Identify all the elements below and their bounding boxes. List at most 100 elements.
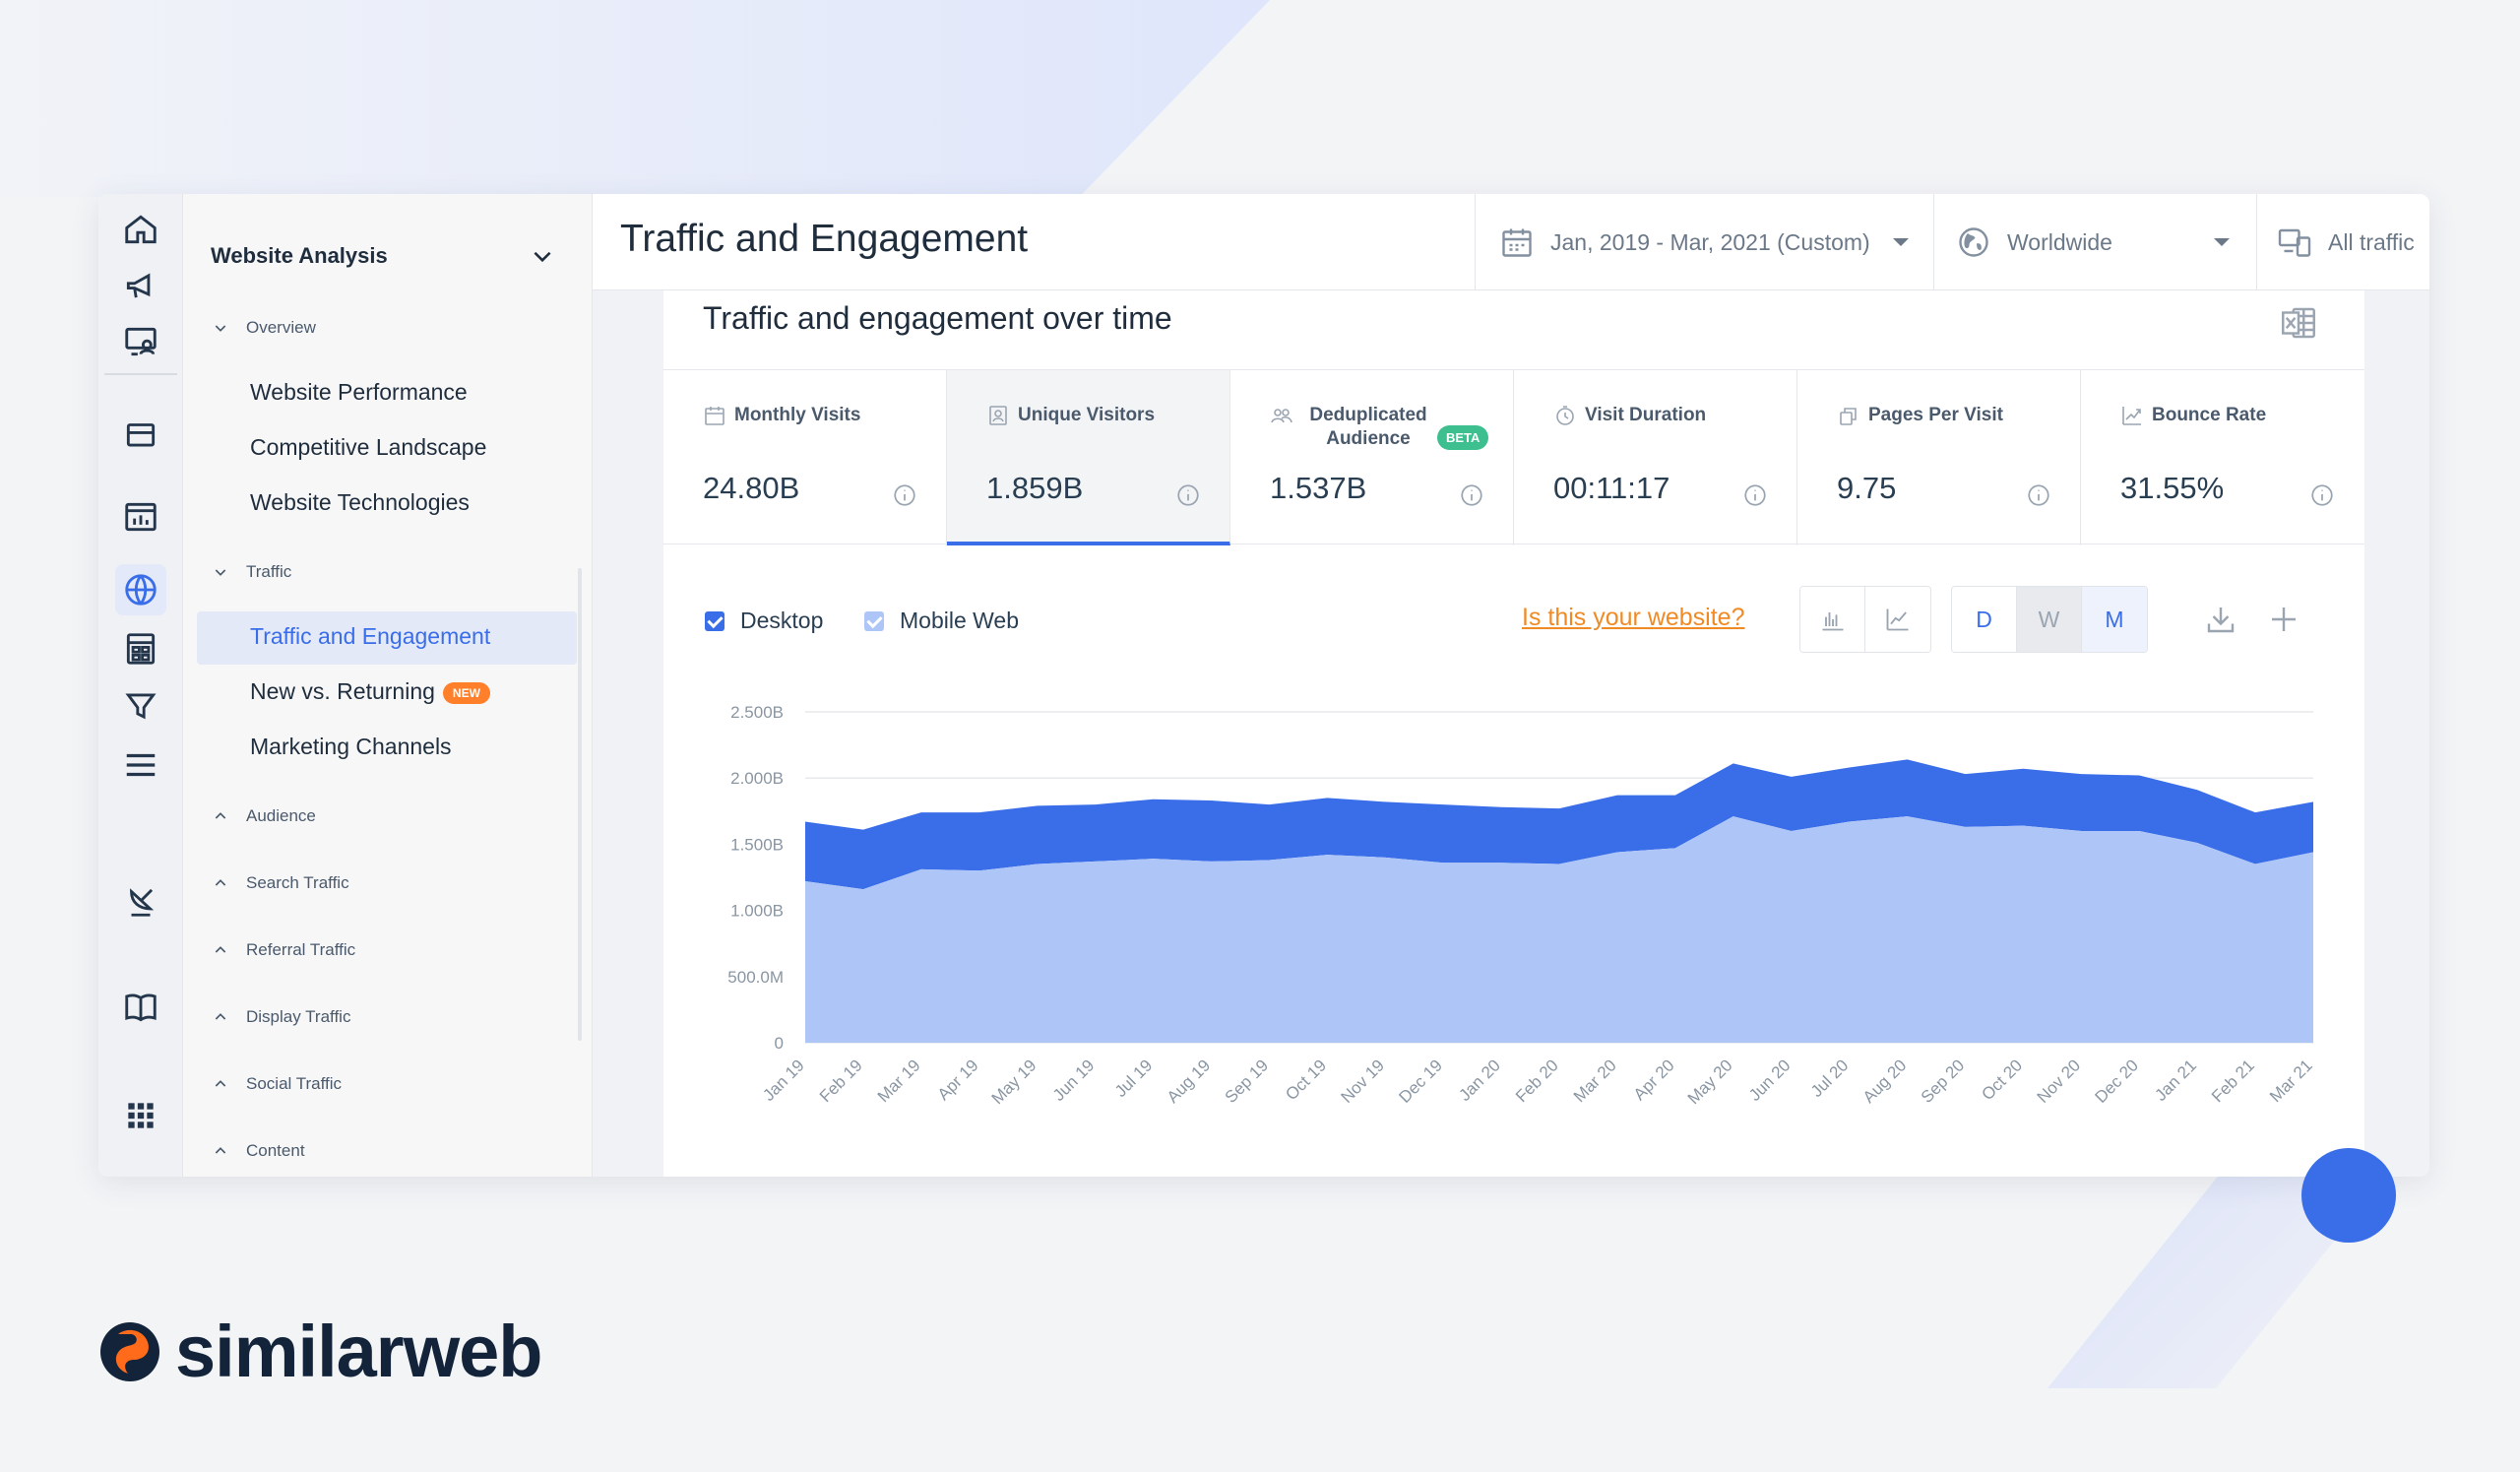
traffic-type-value: All traffic <box>2328 228 2415 255</box>
line-chart-icon <box>1886 608 1909 631</box>
x-tick-label: Feb 20 <box>1512 1056 1562 1106</box>
metric-unique-visitors[interactable]: Unique Visitors 1.859B <box>947 370 1230 545</box>
chevron-up-icon <box>215 946 226 953</box>
x-tick-label: Dec 19 <box>1395 1056 1446 1107</box>
section-search-traffic[interactable]: Search Traffic <box>213 873 349 893</box>
card-title: Traffic and engagement over time <box>703 300 1172 336</box>
sidebar-item-website-performance[interactable]: Website Performance <box>250 379 468 405</box>
bar-chart-button[interactable] <box>1800 587 1865 652</box>
section-content[interactable]: Content <box>213 1141 305 1161</box>
y-tick-label: 500.0M <box>727 968 784 987</box>
x-tick-label: Mar 19 <box>874 1056 924 1106</box>
unique-visitor-icon <box>989 406 1007 425</box>
sidebar-nav: Website Analysis Overview Website Perfor… <box>183 194 593 1177</box>
x-tick-label: Mar 21 <box>2266 1056 2316 1106</box>
satellite-dish-icon[interactable] <box>115 875 166 927</box>
chevron-down-icon[interactable] <box>530 243 555 269</box>
desktop-series-area <box>805 759 2313 890</box>
traffic-type-select[interactable]: All traffic <box>2256 194 2429 290</box>
page-title: Traffic and Engagement <box>620 218 1029 260</box>
metric-value: 31.55% <box>2120 471 2225 505</box>
is-this-your-website-link[interactable]: Is this your website? <box>1522 604 1745 631</box>
funnel-icon[interactable] <box>115 680 166 732</box>
line-chart-button[interactable] <box>1865 587 1930 652</box>
menu-icon[interactable] <box>115 739 166 791</box>
sidebar-title[interactable]: Website Analysis <box>211 243 388 268</box>
section-traffic[interactable]: Traffic <box>213 562 291 582</box>
chart-type-toggle <box>1799 586 1931 653</box>
y-tick-label: 1.000B <box>730 902 784 921</box>
sidebar-item-website-technologies[interactable]: Website Technologies <box>250 489 470 515</box>
info-icon[interactable] <box>2026 482 2051 508</box>
apps-grid-icon[interactable] <box>115 1090 166 1141</box>
metric-bounce-rate[interactable]: Bounce Rate 31.55% <box>2081 370 2364 545</box>
metric-label: Pages Per Visit <box>1868 405 2003 425</box>
new-badge: NEW <box>442 681 490 704</box>
inbox-icon[interactable] <box>115 409 166 460</box>
home-icon[interactable] <box>115 204 166 255</box>
section-label: Content <box>246 1141 305 1160</box>
chevron-up-icon <box>215 812 226 819</box>
grid-report-icon[interactable] <box>115 623 166 674</box>
section-label: Audience <box>246 806 316 825</box>
x-tick-label: Dec 20 <box>2092 1056 2143 1107</box>
x-tick-label: May 20 <box>1684 1056 1736 1108</box>
chat-fab-button[interactable] <box>2301 1148 2396 1243</box>
info-icon[interactable] <box>1175 482 1201 508</box>
x-tick-label: Feb 21 <box>2208 1056 2258 1106</box>
granularity-day-button[interactable]: D <box>1952 587 2017 652</box>
excel-export-icon[interactable] <box>2278 302 2319 344</box>
date-range-picker[interactable]: Jan, 2019 - Mar, 2021 (Custom) <box>1475 194 1933 290</box>
section-label: Referral Traffic <box>246 940 356 959</box>
metric-label: Monthly Visits <box>734 405 861 425</box>
section-display-traffic[interactable]: Display Traffic <box>213 1007 350 1027</box>
granularity-week-button[interactable]: W <box>2017 587 2082 652</box>
metric-visit-duration[interactable]: Visit Duration 00:11:17 <box>1514 370 1797 545</box>
sidebar-item-traffic-and-engagement[interactable]: Traffic and Engagement <box>250 623 491 649</box>
x-tick-label: Oct 19 <box>1282 1056 1330 1104</box>
sidebar-item-new-vs-returning[interactable]: New vs. Returning NEW <box>250 678 490 705</box>
megaphone-icon[interactable] <box>115 261 166 312</box>
metric-monthly-visits[interactable]: Monthly Visits 24.80B <box>663 370 947 545</box>
mobile-checkbox[interactable] <box>864 610 884 631</box>
book-icon[interactable] <box>115 982 166 1033</box>
x-tick-label: Apr 19 <box>934 1056 982 1104</box>
section-referral-traffic[interactable]: Referral Traffic <box>213 940 355 960</box>
legend-mobile-toggle[interactable]: Mobile Web <box>864 608 1019 634</box>
x-tick-label: Mar 20 <box>1570 1056 1620 1106</box>
metric-value: 24.80B <box>703 471 800 505</box>
monitor-user-icon[interactable] <box>115 316 166 367</box>
metric-pages-per-visit[interactable]: Pages Per Visit 9.75 <box>1797 370 2081 545</box>
section-overview[interactable]: Overview <box>213 318 316 338</box>
sidebar-item-competitive-landscape[interactable]: Competitive Landscape <box>250 434 487 460</box>
dashboard-icon[interactable] <box>115 491 166 543</box>
sidebar-scrollbar[interactable] <box>578 568 582 1041</box>
metric-value: 9.75 <box>1837 471 1897 505</box>
x-tick-label: Jul 19 <box>1111 1056 1157 1101</box>
metric-deduplicated-audience[interactable]: Deduplicated Audience 1.537B <box>1230 370 1514 545</box>
metric-label: Deduplicated Audience <box>1309 405 1427 449</box>
x-tick-label: Aug 20 <box>1859 1056 1911 1107</box>
download-icon[interactable] <box>2203 602 2238 637</box>
info-icon[interactable] <box>1459 482 1484 508</box>
legend-desktop-toggle[interactable]: Desktop <box>705 608 823 634</box>
section-audience[interactable]: Audience <box>213 806 316 826</box>
add-icon[interactable] <box>2266 602 2301 637</box>
sidebar-item-marketing-channels[interactable]: Marketing Channels <box>250 734 452 759</box>
chevron-up-icon <box>215 1013 226 1020</box>
section-label: Search Traffic <box>246 873 349 892</box>
info-icon[interactable] <box>892 482 917 508</box>
chevron-down-icon <box>215 569 226 576</box>
y-tick-label: 1.500B <box>730 835 784 854</box>
beta-badge: BETA <box>1437 425 1489 450</box>
info-icon[interactable] <box>1742 482 1768 508</box>
desktop-checkbox[interactable] <box>705 610 724 631</box>
x-tick-label: Feb 19 <box>816 1056 866 1106</box>
globe-icon[interactable] <box>115 564 166 615</box>
x-tick-label: Jun 20 <box>1745 1056 1795 1105</box>
info-icon[interactable] <box>2309 482 2335 508</box>
caret-down-icon <box>1893 238 1909 246</box>
section-social-traffic[interactable]: Social Traffic <box>213 1074 342 1094</box>
region-select[interactable]: Worldwide <box>1933 194 2256 290</box>
granularity-month-button[interactable]: M <box>2082 587 2147 652</box>
